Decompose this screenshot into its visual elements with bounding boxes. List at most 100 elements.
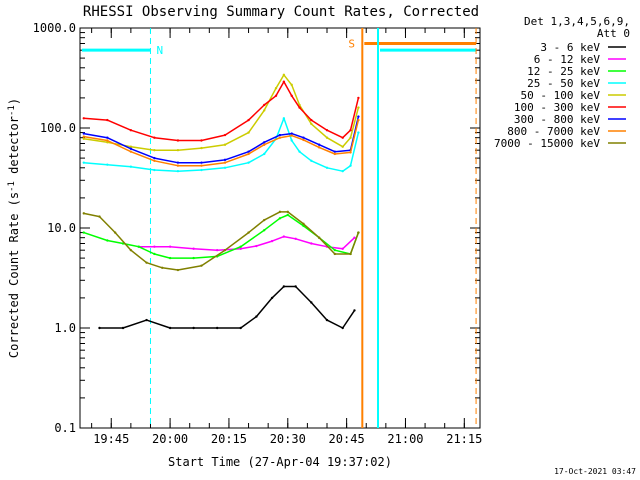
series-line [83, 211, 360, 271]
data-point [129, 147, 133, 150]
data-point [239, 326, 242, 330]
data-point [129, 129, 133, 132]
data-point [263, 141, 266, 144]
series-line [83, 119, 360, 167]
data-point [153, 148, 156, 152]
data-point [200, 161, 203, 164]
series-line [83, 74, 360, 151]
data-point [317, 143, 321, 146]
data-point [106, 139, 109, 142]
data-point [310, 122, 313, 126]
data-point [263, 152, 266, 156]
data-point [357, 115, 360, 118]
series-line [138, 235, 356, 251]
data-point [333, 152, 337, 156]
data-point [278, 210, 282, 214]
data-point [282, 117, 286, 120]
legend-title-line-2: Att 0 [597, 27, 630, 40]
data-point [106, 239, 109, 242]
data-point [325, 129, 329, 132]
data-point [282, 80, 286, 83]
data-point [145, 318, 148, 322]
data-point [302, 138, 305, 142]
data-point [290, 139, 293, 142]
timestamp: 17-Oct-2021 03:47 [554, 467, 636, 476]
series-line [83, 81, 360, 142]
data-point [98, 215, 101, 218]
data-point [192, 326, 195, 330]
data-point [153, 156, 156, 160]
y-tick-label: 10.0 [47, 221, 76, 235]
data-point [82, 132, 85, 135]
data-point [302, 222, 305, 226]
data-point [263, 143, 266, 146]
data-point [325, 136, 329, 139]
data-point [263, 103, 266, 107]
legend-entry-label: 100 - 300 keV [514, 101, 600, 114]
data-point [294, 237, 297, 240]
data-point [176, 139, 180, 142]
x-tick-label: 20:00 [152, 432, 188, 446]
data-point [353, 236, 356, 239]
x-tick-label: 20:30 [270, 432, 306, 446]
data-point [357, 106, 360, 109]
data-point [192, 247, 195, 250]
data-point [278, 133, 282, 137]
data-point [176, 148, 180, 152]
y-axis: 0.1 1.0 10.0 100.0 1000.0 [33, 21, 480, 435]
data-point [82, 135, 85, 138]
data-point [176, 161, 180, 164]
data-point [153, 168, 156, 172]
x-tick-label: 19:45 [93, 432, 129, 446]
data-point [82, 137, 85, 140]
data-point [349, 252, 352, 256]
legend-entry-label: 50 - 100 keV [521, 89, 601, 102]
data-point [247, 231, 250, 234]
data-point [215, 248, 219, 252]
data-point [200, 139, 203, 142]
data-point [302, 136, 305, 139]
data-point [176, 169, 180, 173]
series-layer [82, 73, 360, 330]
annotations: NS [82, 28, 477, 428]
data-point [341, 326, 344, 330]
y-tick-label: 100.0 [40, 121, 76, 135]
data-point [317, 146, 321, 149]
data-point [290, 83, 293, 87]
data-point [247, 131, 250, 134]
data-point [282, 73, 286, 77]
data-point [255, 244, 258, 248]
data-point [290, 132, 293, 135]
data-point [270, 239, 274, 243]
x-tick-label: 20:45 [329, 432, 365, 446]
data-point [290, 94, 293, 97]
data-point [294, 285, 297, 288]
data-point [325, 318, 329, 322]
data-point [106, 118, 109, 122]
data-point [263, 218, 266, 222]
legend-entry-label: 25 - 50 keV [527, 77, 600, 90]
data-point [333, 150, 337, 153]
data-point [317, 236, 321, 239]
data-point [82, 212, 85, 215]
marker-label: S [348, 37, 355, 50]
data-point [153, 136, 156, 139]
data-point [274, 87, 278, 90]
data-point [333, 248, 337, 252]
data-point [282, 285, 286, 288]
data-point [168, 256, 172, 260]
data-point [298, 106, 301, 109]
data-point [176, 268, 180, 272]
data-point [200, 164, 203, 167]
legend-entry-label: 7000 - 15000 keV [494, 137, 600, 150]
data-point [223, 248, 227, 252]
data-point [106, 136, 109, 139]
data-point [153, 252, 156, 256]
data-point [325, 166, 329, 169]
data-point [82, 231, 85, 234]
data-point [282, 235, 286, 238]
x-tick-label: 21:00 [387, 432, 423, 446]
data-point [82, 117, 85, 120]
data-point [98, 326, 101, 330]
